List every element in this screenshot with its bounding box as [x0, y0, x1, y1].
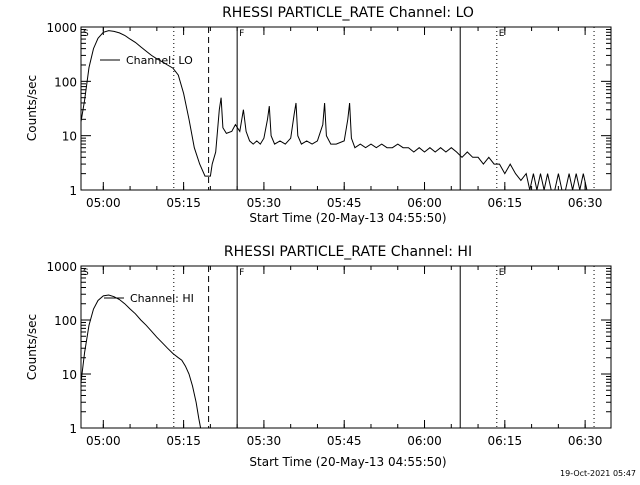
hi-y-axis-label: Counts/sec [25, 314, 39, 380]
lo-series-line [80, 30, 588, 191]
lo-event-marker-label: E [499, 29, 505, 39]
hi-y-tick-label: 10 [62, 368, 77, 382]
hi-plot-frame [80, 265, 612, 429]
lo-y-tick-label: 1000 [46, 21, 77, 35]
hi-x-tick-label: 05:30 [247, 434, 282, 448]
lo-x-tick-label: 05:30 [247, 196, 282, 210]
hi-y-tick-label: 1 [69, 422, 77, 436]
lo-chart-title: RHESSI PARTICLE_RATE Channel: LO [222, 5, 474, 21]
hi-event-marker-label: E [499, 268, 505, 278]
hi-x-tick-label: 05:00 [86, 434, 121, 448]
lo-y-tick-label: 100 [54, 75, 77, 89]
lo-plot-frame [80, 26, 612, 191]
lo-legend-label: Channel: LO [126, 54, 193, 67]
hi-y-axis: 1 10 100 1000 [46, 260, 611, 436]
lo-y-tick-label: 10 [62, 130, 77, 144]
hi-x-tick-label: 05:15 [166, 434, 201, 448]
lo-x-tick-label: 05:00 [86, 196, 121, 210]
hi-x-axis: 05:00 05:15 05:30 05:45 06:00 06:15 06:30 [86, 266, 602, 448]
lo-channel-panel: RHESSI PARTICLE_RATE Channel: LO 05:00 05… [25, 5, 612, 225]
lo-x-tick-label: 06:30 [568, 196, 603, 210]
lo-x-tick-label: 06:00 [407, 196, 442, 210]
lo-y-axis: 1 10 100 1000 [46, 21, 611, 198]
lo-event-marker-label: F [239, 29, 244, 39]
hi-x-axis-label: Start Time (20-May-13 04:55:50) [249, 455, 446, 469]
generation-timestamp: 19-Oct-2021 05:47 [560, 469, 636, 478]
hi-event-marker-label: S [83, 268, 89, 278]
hi-chart-title: RHESSI PARTICLE_RATE Channel: HI [224, 244, 472, 260]
hi-channel-panel: RHESSI PARTICLE_RATE Channel: HI 05:00 05… [25, 244, 612, 469]
lo-x-tick-label: 05:45 [327, 196, 362, 210]
lo-x-tick-label: 05:15 [166, 196, 201, 210]
hi-series-line [80, 294, 202, 429]
lo-y-axis-label: Counts/sec [25, 75, 39, 141]
hi-y-tick-label: 1000 [46, 260, 77, 274]
hi-event-marker-label: F [239, 268, 244, 278]
lo-event-marker-label: S [83, 29, 89, 39]
lo-x-tick-label: 06:15 [488, 196, 523, 210]
lo-x-axis-label: Start Time (20-May-13 04:55:50) [249, 211, 446, 225]
hi-y-tick-label: 100 [54, 314, 77, 328]
lo-y-tick-label: 1 [69, 184, 77, 198]
hi-x-tick-label: 06:15 [488, 434, 523, 448]
hi-x-tick-label: 05:45 [327, 434, 362, 448]
hi-x-tick-label: 06:30 [568, 434, 603, 448]
hi-x-tick-label: 06:00 [407, 434, 442, 448]
hi-legend-label: Channel: HI [130, 292, 194, 305]
